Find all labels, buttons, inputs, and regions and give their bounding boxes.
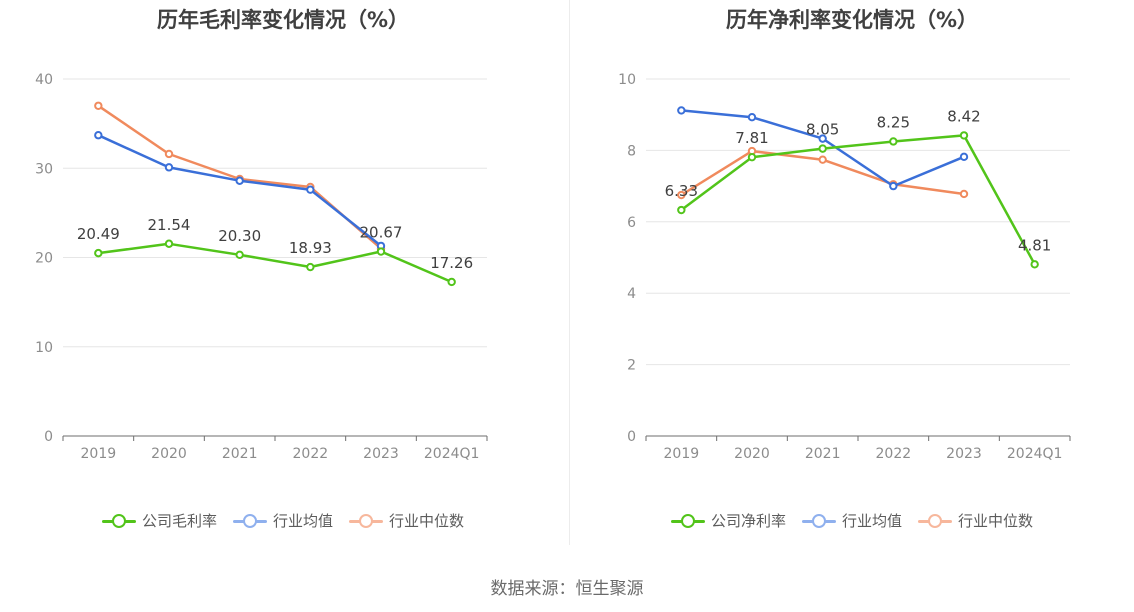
data-point [164,149,174,159]
legend-item-industry-median[interactable]: 行业中位数 [349,510,464,531]
data-point [164,163,174,172]
data-point [306,185,315,194]
panel-divider [569,0,570,545]
legend-item-industry-average[interactable]: 行业均值 [232,510,333,531]
data-point [306,262,315,272]
x-tick-label: 2020 [734,446,770,462]
data-label: 20.49 [77,225,120,243]
data-point [889,181,898,191]
data-point [818,155,827,164]
data-point [959,189,969,199]
x-tick-label: 2024Q1 [1007,446,1063,462]
data-label: 8.25 [877,113,910,131]
legend-label: 公司净利率 [710,512,786,530]
y-tick-label: 2 [627,358,636,374]
net-margin-plot: 0 2 4 6 8 10 2019 2020 2021 2022 2023 2024Q1 6.33 7.8… [618,72,1071,462]
data-point [235,250,244,260]
data-source-note: 数据来源：恒生聚源 [490,579,644,599]
series-line [98,242,453,284]
x-tick-label: 2022 [876,446,912,462]
legend-item-industry-median[interactable]: 行业中位数 [918,510,1033,531]
x-tick-label: 2020 [151,446,187,462]
y-tick-label: 0 [627,429,636,445]
data-label: 4.81 [1018,236,1051,254]
y-tick-label: 8 [627,143,636,159]
legend-label: 公司毛利率 [141,512,217,530]
legend-label: 行业中位数 [958,512,1034,530]
y-tick-label: 30 [35,161,53,177]
data-label: 21.54 [148,216,191,234]
data-point [677,190,686,200]
gross-margin-plot: 0 10 20 30 40 2019 2020 2021 2022 2023 2024Q1 20.49… [35,72,488,462]
data-label: 8.42 [947,107,980,125]
x-tick-label: 2023 [946,446,982,462]
data-label: 8.05 [806,121,839,139]
gross-margin-chart-panel: 历年毛利率变化情况（%） 0 10 20 30 40 2019 2020 2021 2022 20… [0,0,566,560]
legend-label: 行业中位数 [389,512,465,530]
chart-legend: 公司净利率 行业均值 行业中位数 [570,510,1134,531]
data-point [376,247,386,256]
data-point [889,137,898,146]
y-tick-label: 4 [627,286,636,302]
data-point [94,131,103,140]
data-point [164,239,174,248]
data-point [818,144,827,153]
series-line [680,134,1036,265]
data-label: 7.81 [735,129,768,147]
y-tick-label: 20 [35,251,53,267]
x-tick-label: 2023 [363,446,399,462]
legend-line-icon [101,513,136,528]
data-point [447,277,456,287]
data-point [235,176,244,185]
legend-line-icon [801,513,836,528]
legend-line-icon [918,513,952,528]
legend-item-company[interactable]: 公司净利率 [670,510,786,531]
data-point [94,101,103,110]
legend-line-icon [349,513,383,528]
data-point [1030,260,1039,269]
data-label: 17.26 [430,254,473,272]
data-point [818,134,827,143]
x-tick-label: 2024Q1 [424,446,480,462]
x-tick-label: 2022 [293,446,329,462]
data-label: 20.67 [360,224,403,242]
legend-line-icon [232,513,267,528]
data-point [747,112,757,122]
legend-item-company[interactable]: 公司毛利率 [101,510,217,531]
data-point [94,248,103,258]
data-point [677,106,686,115]
y-tick-label: 10 [618,72,636,88]
x-tick-label: 2019 [664,446,700,462]
data-point [747,152,757,162]
data-point [677,205,686,215]
chart-legend: 公司毛利率 行业均值 行业中位数 [0,510,566,531]
data-point [959,152,969,162]
x-tick-label: 2019 [81,446,117,462]
net-margin-chart-panel: 历年净利率变化情况（%） 0 2 4 6 8 10 2019 2020 2021 2022 2023… [570,0,1134,560]
y-tick-label: 10 [35,340,53,356]
data-label: 6.33 [665,182,698,200]
y-tick-label: 40 [35,72,53,88]
chart-title: 历年净利率变化情况（%） [725,8,979,32]
x-tick-label: 2021 [805,446,841,462]
legend-line-icon [670,513,705,528]
data-label: 18.93 [289,239,332,257]
chart-title: 历年毛利率变化情况（%） [156,8,410,32]
data-point [959,131,969,140]
y-tick-label: 0 [44,429,53,445]
legend-label: 行业均值 [272,512,333,530]
x-tick-label: 2021 [222,446,258,462]
y-tick-label: 6 [627,215,636,231]
legend-item-industry-average[interactable]: 行业均值 [801,510,902,531]
data-label: 20.30 [218,227,261,245]
legend-label: 行业均值 [841,512,902,530]
